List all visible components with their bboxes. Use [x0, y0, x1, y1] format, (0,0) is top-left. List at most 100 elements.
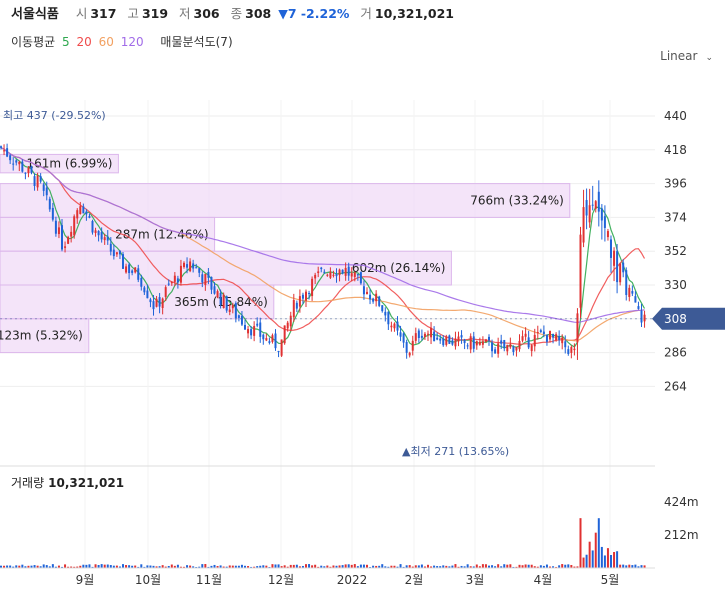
- volume-bar: [591, 550, 594, 568]
- volume-bar: [552, 566, 555, 568]
- candle-body: [140, 277, 143, 287]
- candle-body: [283, 325, 286, 344]
- ma5-label[interactable]: 5: [62, 35, 70, 49]
- volume-bar: [472, 566, 475, 568]
- volume-bar: [576, 566, 579, 568]
- volume-bar: [484, 564, 487, 568]
- candle-body: [539, 330, 542, 332]
- candle-body: [549, 330, 551, 340]
- volume-bar: [625, 565, 628, 568]
- volume-bar: [170, 564, 173, 568]
- candle-body: [338, 269, 341, 276]
- volume-bar: [616, 551, 619, 568]
- volume-bar: [314, 564, 317, 568]
- candle-body: [149, 299, 152, 303]
- volume-bar: [283, 565, 286, 568]
- candle-body: [430, 327, 433, 338]
- volume-bar: [320, 565, 323, 568]
- volume-bar: [494, 566, 497, 568]
- volume-bar: [122, 564, 124, 568]
- volume-bar: [48, 566, 51, 568]
- volume-bar: [488, 565, 490, 568]
- candle-body: [350, 273, 353, 277]
- x-tick-label: 12월: [268, 573, 294, 587]
- candle-body: [347, 266, 350, 276]
- candle-body: [606, 231, 609, 238]
- volume-bar: [51, 564, 54, 568]
- ma20-line: [0, 147, 646, 345]
- candle-body: [286, 322, 289, 329]
- volume-bar: [158, 566, 161, 568]
- volume-bar: [588, 541, 591, 568]
- candle-body: [204, 273, 207, 286]
- volume-bar: [42, 564, 45, 568]
- volume-bar: [289, 564, 292, 568]
- y-tick-label: 396: [664, 177, 687, 191]
- candle-body: [57, 227, 60, 235]
- candle-body: [420, 335, 423, 338]
- volume-bar: [192, 566, 195, 568]
- candle-body: [94, 230, 97, 233]
- volume-bar: [234, 565, 237, 568]
- volume-bar: [399, 564, 402, 568]
- volume-bar: [564, 564, 567, 568]
- volume-bar: [533, 566, 536, 568]
- volume-bar: [70, 566, 73, 568]
- close-label: 종: [230, 6, 243, 21]
- volume-bar: [542, 565, 545, 568]
- volume-bar: [115, 565, 118, 568]
- volume-bar: [82, 564, 85, 568]
- candle-body: [454, 338, 457, 347]
- candle-body: [433, 331, 436, 342]
- candle-body: [417, 330, 420, 339]
- ma60-label[interactable]: 60: [98, 35, 114, 49]
- candle-body: [0, 146, 2, 148]
- volume-profile-label[interactable]: 매물분석도(7): [160, 35, 233, 49]
- candle-body: [183, 262, 185, 268]
- volume-bar: [155, 566, 158, 568]
- candle-body: [167, 283, 170, 285]
- volume-bar: [39, 566, 42, 568]
- candle-body: [460, 335, 463, 338]
- ma20-label[interactable]: 20: [76, 35, 92, 49]
- candle-body: [134, 267, 137, 273]
- candle-body: [335, 274, 338, 277]
- volume-bar: [405, 565, 408, 568]
- volume-bar: [0, 565, 2, 568]
- volume-bar: [207, 566, 210, 568]
- candle-body: [70, 231, 73, 237]
- volume-bar: [448, 566, 451, 568]
- volume-bar: [73, 566, 76, 568]
- candle-body: [54, 220, 57, 234]
- candle-body: [372, 298, 375, 302]
- volume-bar: [146, 565, 149, 568]
- volume-bar: [143, 566, 146, 568]
- volume-label: 거: [360, 6, 372, 21]
- volume-bar: [338, 565, 341, 568]
- candle-body: [170, 282, 173, 284]
- y-tick-label: 418: [664, 143, 687, 157]
- candle-body: [308, 293, 311, 295]
- candle-body: [402, 333, 405, 343]
- volume-bar: [436, 566, 439, 568]
- y-tick-label: 352: [664, 244, 687, 258]
- volume-bar: [118, 566, 121, 568]
- scale-selector[interactable]: Linear ⌄: [660, 49, 713, 63]
- moving-average-legend[interactable]: 이동평균 5 20 60 120 매물분석도(7): [11, 33, 236, 50]
- volume-bar: [271, 564, 274, 568]
- ma120-label[interactable]: 120: [120, 35, 144, 49]
- volume-bar: [237, 565, 240, 568]
- high-value: 319: [141, 6, 169, 21]
- low-label: 저: [179, 6, 191, 21]
- x-tick-label: 2022: [337, 573, 368, 587]
- volume-bar: [298, 566, 301, 568]
- volume-bar: [176, 564, 179, 568]
- volume-bar: [427, 564, 429, 568]
- candle-body: [234, 303, 237, 319]
- candle-body: [164, 287, 167, 297]
- volume-bar: [189, 565, 192, 568]
- volume-bar: [518, 564, 521, 568]
- volume-bar: [109, 565, 112, 568]
- candle-body: [411, 340, 414, 351]
